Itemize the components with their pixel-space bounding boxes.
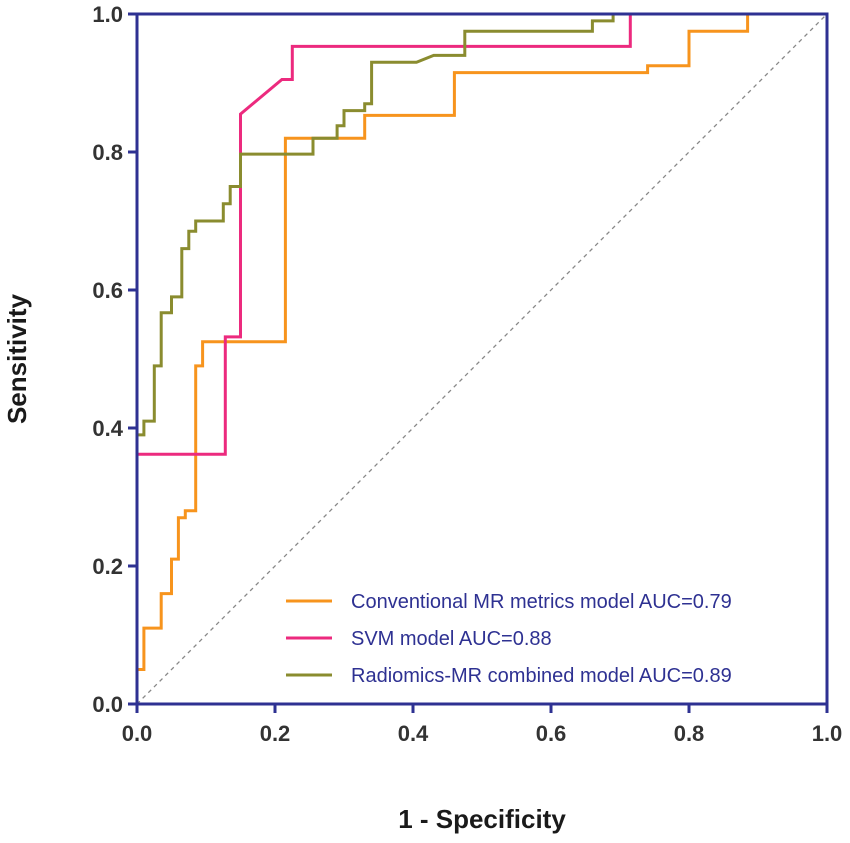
y-tick-label: 0.6 bbox=[92, 278, 123, 303]
legend-label-svm: SVM model AUC=0.88 bbox=[351, 628, 552, 650]
y-tick-label: 0.2 bbox=[92, 554, 123, 579]
legend: Conventional MR metrics model AUC=0.79 S… bbox=[286, 591, 732, 687]
series-line-svm-model bbox=[135, 12, 827, 704]
x-axis-title: 1 - Specificity bbox=[398, 804, 566, 834]
x-tick-label: 0.4 bbox=[398, 721, 429, 746]
x-tick-label: 0.6 bbox=[536, 721, 567, 746]
y-tick-label: 1.0 bbox=[92, 2, 123, 27]
legend-label-radiomics: Radiomics-MR combined model AUC=0.89 bbox=[351, 665, 732, 687]
series-layer bbox=[135, 12, 827, 704]
series-line-radiomics-mr-combined-model bbox=[135, 12, 827, 704]
y-ticks: 0.0 0.2 0.4 0.6 0.8 1.0 bbox=[92, 2, 137, 717]
plot-frame bbox=[135, 12, 829, 706]
y-tick-label: 0.8 bbox=[92, 140, 123, 165]
x-tick-label: 0.2 bbox=[260, 721, 291, 746]
series-line-conventional-mr-metrics-model bbox=[135, 12, 827, 704]
y-tick-label: 0.4 bbox=[92, 416, 123, 441]
y-tick-label: 0.0 bbox=[92, 692, 123, 717]
x-ticks: 0.0 0.2 0.4 0.6 0.8 1.0 bbox=[122, 704, 843, 746]
x-tick-label: 0.0 bbox=[122, 721, 153, 746]
y-axis-title: Sensitivity bbox=[2, 293, 32, 424]
reference-diagonal-line bbox=[136, 13, 828, 705]
axis-layer bbox=[135, 12, 829, 706]
x-tick-label: 1.0 bbox=[812, 721, 843, 746]
legend-label-conventional: Conventional MR metrics model AUC=0.79 bbox=[351, 591, 732, 613]
x-tick-label: 0.8 bbox=[674, 721, 705, 746]
reference-line-layer bbox=[136, 13, 828, 705]
